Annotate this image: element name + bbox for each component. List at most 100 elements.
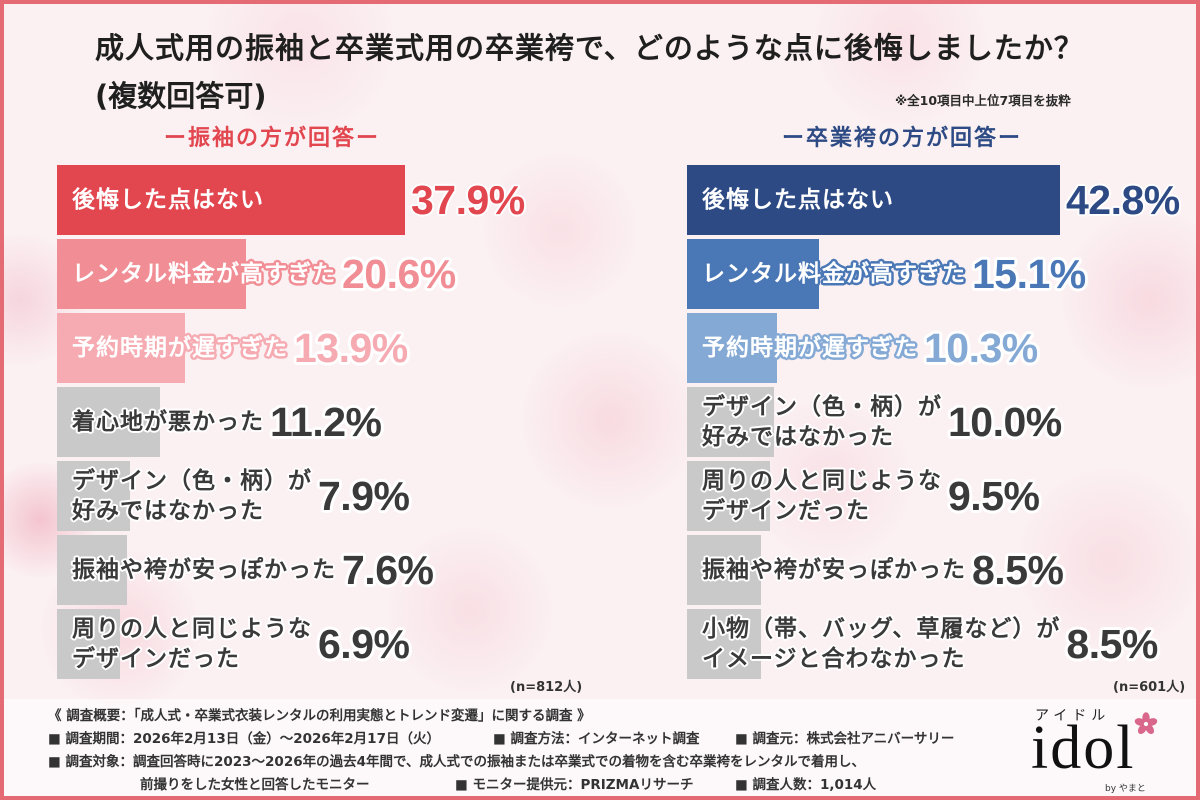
bar bbox=[57, 313, 185, 383]
bar-row: 後悔した点はない 42.8% bbox=[687, 165, 1192, 235]
bar bbox=[687, 535, 762, 605]
bar-row: レンタル料金が高すぎた 15.1% bbox=[687, 239, 1192, 309]
bar-row: 後悔した点はない 37.9% bbox=[57, 165, 617, 235]
category-label: 着心地が悪かった bbox=[72, 409, 264, 435]
category-label: 後悔した点はない bbox=[72, 187, 264, 213]
category-label: デザイン（色・柄）が 好みではなかった bbox=[702, 394, 942, 450]
bar-row: 振袖や袴が安っぽかった 7.6% bbox=[57, 535, 617, 605]
page-subtitle: (複数回答可) bbox=[95, 79, 267, 113]
bar bbox=[687, 461, 770, 531]
survey-target-line2: 前撮りをした女性と回答したモニター bbox=[140, 777, 370, 793]
category-label: 振袖や袴が安っぽかった bbox=[72, 557, 336, 583]
data-label: 7.6% bbox=[342, 547, 434, 593]
category-label-box: 周りの人と同じような デザインだった bbox=[57, 609, 312, 679]
bar-row: デザイン（色・柄）が 好みではなかった 7.9% bbox=[57, 461, 617, 531]
category-label-box: 予約時期が遅すぎた bbox=[687, 313, 918, 383]
bar-row-content: 予約時期が遅すぎた 10.3% bbox=[687, 313, 1038, 383]
survey-overview-panel bbox=[4, 699, 1196, 796]
bar-row-content: デザイン（色・柄）が 好みではなかった 10.0% bbox=[687, 387, 1062, 457]
bar-row: 小物（帯、バッグ、草履など）が イメージと合わなかった 8.5% bbox=[687, 609, 1192, 679]
category-label: レンタル料金が高すぎた bbox=[72, 261, 336, 287]
category-label-box: デザイン（色・柄）が 好みではなかった bbox=[57, 461, 312, 531]
category-label-box: 周りの人と同じような デザインだった bbox=[687, 461, 942, 531]
category-label-box: 着心地が悪かった bbox=[57, 387, 264, 457]
bar-row-content: 予約時期が遅すぎた 13.9% bbox=[57, 313, 408, 383]
bar-row-content: 小物（帯、バッグ、草履など）が イメージと合わなかった 8.5% bbox=[687, 609, 1158, 679]
category-label-box: 後悔した点はない bbox=[687, 165, 1060, 235]
bar-row-content: 振袖や袴が安っぽかった 8.5% bbox=[687, 535, 1064, 605]
bar bbox=[57, 461, 130, 531]
survey-period: ■ 調査期間：2026年2月13日（金）～2026年2月17日（火） bbox=[48, 731, 440, 747]
bar-row: デザイン（色・柄）が 好みではなかった 10.0% bbox=[687, 387, 1192, 457]
bar bbox=[687, 609, 762, 679]
logo-wordmark: idol bbox=[1031, 714, 1136, 782]
bar-row-content: 後悔した点はない 37.9% bbox=[57, 165, 525, 235]
bar-row-content: 着心地が悪かった 11.2% bbox=[57, 387, 382, 457]
survey-source: ■ 調査元：株式会社アニバーサリー bbox=[735, 731, 955, 747]
data-label: 15.1% bbox=[972, 251, 1086, 297]
data-label: 11.2% bbox=[270, 399, 382, 445]
bar bbox=[687, 387, 775, 457]
category-label: デザイン（色・柄）が 好みではなかった bbox=[72, 468, 312, 524]
logo-kana: アイドル bbox=[1035, 708, 1111, 724]
survey-target-line1: ■ 調査対象：調査回答時に2023～2026年の過去4年間で、成人式での振袖また… bbox=[48, 754, 865, 770]
data-label: 8.5% bbox=[972, 547, 1064, 593]
category-label-box: レンタル料金が高すぎた bbox=[57, 239, 336, 309]
bar-row: 予約時期が遅すぎた 13.9% bbox=[57, 313, 617, 383]
data-label: 10.3% bbox=[924, 325, 1038, 371]
logo-byline: by やまと bbox=[1105, 784, 1146, 794]
cherry-blossom-icon bbox=[1134, 712, 1158, 734]
category-label-box: 振袖や袴が安っぽかった bbox=[687, 535, 966, 605]
category-label-box: 振袖や袴が安っぽかった bbox=[57, 535, 336, 605]
bar-row-content: 周りの人と同じような デザインだった 6.9% bbox=[57, 609, 410, 679]
category-label: 予約時期が遅すぎた bbox=[702, 335, 918, 361]
furisode-bar-chart: 後悔した点はない 37.9% レンタル料金が高すぎた 20.6% 予約時期が遅すぎた 13… bbox=[57, 165, 617, 679]
category-label: 周りの人と同じような デザインだった bbox=[72, 616, 312, 672]
bar-row: レンタル料金が高すぎた 20.6% bbox=[57, 239, 617, 309]
bar-row-content: レンタル料金が高すぎた 20.6% bbox=[57, 239, 456, 309]
bar bbox=[57, 535, 127, 605]
data-label: 7.9% bbox=[318, 473, 410, 519]
category-label: 周りの人と同じような デザインだった bbox=[702, 468, 942, 524]
bar bbox=[687, 239, 819, 309]
selection-note: ※全10項目中上位7項目を抜粋 bbox=[895, 93, 1071, 108]
bar-row: 予約時期が遅すぎた 10.3% bbox=[687, 313, 1192, 383]
idol-logo: アイドル idol by やまと bbox=[1025, 703, 1165, 795]
category-label-box: デザイン（色・柄）が 好みではなかった bbox=[687, 387, 942, 457]
survey-method: ■ 調査方法：インターネット調査 bbox=[493, 731, 700, 747]
bar-row: 周りの人と同じような デザインだった 9.5% bbox=[687, 461, 1192, 531]
hakama-bar-chart: 後悔した点はない 42.8% レンタル料金が高すぎた 15.1% 予約時期が遅すぎた 10… bbox=[687, 165, 1192, 679]
bar bbox=[687, 165, 1060, 235]
chart-right-sample-size: (n=601人) bbox=[1113, 680, 1186, 695]
category-label: 後悔した点はない bbox=[702, 187, 894, 213]
data-label: 10.0% bbox=[948, 399, 1062, 445]
page-title: 成人式用の振袖と卒業式用の卒業袴で、どのような点に後悔しましたか？ bbox=[95, 31, 1084, 65]
chart-left-title: ー振袖の方が回答ー bbox=[163, 126, 380, 151]
bar-row-content: レンタル料金が高すぎた 15.1% bbox=[687, 239, 1086, 309]
chart-right-title: ー卒業袴の方が回答ー bbox=[781, 126, 1022, 151]
category-label-box: 後悔した点はない bbox=[57, 165, 405, 235]
category-label: レンタル料金が高すぎた bbox=[702, 261, 966, 287]
bar-row: 着心地が悪かった 11.2% bbox=[57, 387, 617, 457]
category-label: 予約時期が遅すぎた bbox=[72, 335, 288, 361]
data-label: 13.9% bbox=[294, 325, 408, 371]
bar-row: 周りの人と同じような デザインだった 6.9% bbox=[57, 609, 617, 679]
category-label: 振袖や袴が安っぽかった bbox=[702, 557, 966, 583]
bar bbox=[57, 387, 160, 457]
bar bbox=[57, 239, 247, 309]
data-label: 6.9% bbox=[318, 621, 410, 667]
bar-row-content: 周りの人と同じような デザインだった 9.5% bbox=[687, 461, 1040, 531]
data-label: 8.5% bbox=[1066, 621, 1158, 667]
bar-row-content: デザイン（色・柄）が 好みではなかった 7.9% bbox=[57, 461, 410, 531]
category-label-box: レンタル料金が高すぎた bbox=[687, 239, 966, 309]
bar bbox=[57, 165, 405, 235]
survey-heading: 《 調査概要：「成人式・卒業式衣装レンタルの利用実態とトレンド変遷」に関する調査… bbox=[48, 708, 591, 724]
bar-row-content: 後悔した点はない 42.8% bbox=[687, 165, 1180, 235]
category-label-box: 予約時期が遅すぎた bbox=[57, 313, 288, 383]
survey-respondents: ■ 調査人数：1,014人 bbox=[735, 777, 877, 793]
data-label: 9.5% bbox=[948, 473, 1040, 519]
bar bbox=[57, 609, 121, 679]
category-label-box: 小物（帯、バッグ、草履など）が イメージと合わなかった bbox=[687, 609, 1060, 679]
chart-left-sample-size: (n=812人) bbox=[510, 680, 583, 695]
